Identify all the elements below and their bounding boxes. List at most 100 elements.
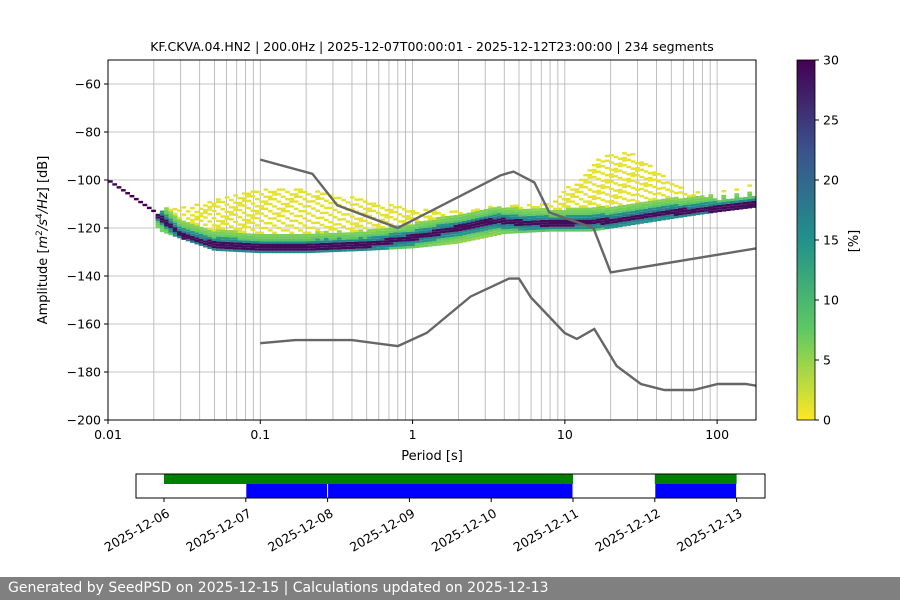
heatmap-cell (228, 242, 234, 245)
heatmap-cell (401, 232, 407, 235)
heatmap-cell (349, 227, 355, 230)
heatmap-cell (159, 215, 165, 218)
heatmap-cell (518, 216, 524, 219)
heatmap-cell (354, 246, 359, 249)
heatmap-cell (181, 213, 187, 216)
heatmap-cell (319, 216, 325, 219)
heatmap-cell (673, 201, 679, 204)
heatmap-cell (324, 211, 329, 215)
heatmap-cell (449, 229, 454, 233)
heatmap-cell (704, 197, 709, 200)
heatmap-cell (272, 234, 277, 237)
heatmap-cell (501, 227, 506, 230)
heatmap-cell (673, 215, 679, 219)
heatmap-cell (311, 200, 316, 203)
heatmap-cell (656, 199, 662, 202)
heatmap-cell (354, 239, 359, 242)
heatmap-cell (596, 163, 601, 166)
heatmap-cell (203, 209, 208, 212)
date-tick-label: 2025-12-08 (265, 505, 335, 554)
heatmap-cell (483, 230, 489, 234)
heatmap-cell (604, 214, 610, 218)
heatmap-cell (259, 243, 264, 246)
heatmap-cell (384, 235, 390, 238)
heatmap-cell (406, 217, 411, 220)
heatmap-cell (250, 236, 256, 239)
heatmap-cell (492, 226, 498, 229)
heatmap-cell (712, 200, 718, 204)
heatmap-cell (315, 238, 321, 241)
heatmap-cell (190, 238, 195, 241)
heatmap-cell (747, 184, 753, 187)
heatmap-cell (669, 199, 675, 203)
heatmap-cell (578, 217, 584, 220)
heatmap-cell (591, 212, 597, 215)
heatmap-cell (362, 231, 368, 235)
heatmap-cell (345, 201, 351, 204)
heatmap-cell (207, 244, 213, 247)
heatmap-cell (613, 218, 619, 221)
heatmap-cell (496, 220, 502, 224)
heatmap-cell (237, 240, 243, 243)
heatmap-cell (267, 195, 273, 198)
heatmap-cell (285, 234, 290, 237)
heatmap-cell (336, 239, 342, 243)
heatmap-cell (228, 234, 234, 238)
heatmap-cell (535, 205, 541, 209)
heatmap-cell (466, 222, 472, 225)
heatmap-cell (730, 200, 735, 204)
heatmap-cell (609, 221, 614, 224)
heatmap-cell (302, 217, 308, 220)
heatmap-cell (241, 245, 247, 248)
heatmap-cell (635, 212, 640, 215)
heatmap-cell (626, 177, 632, 181)
heatmap-cell (302, 238, 308, 242)
heatmap-cell (457, 226, 463, 229)
heatmap-cell (267, 241, 273, 244)
heatmap-cell (639, 168, 645, 171)
heatmap-cell (626, 211, 632, 214)
heatmap-cell (466, 239, 472, 242)
heatmap-cell (479, 212, 485, 215)
heatmap-cell (548, 229, 554, 232)
heatmap-cell (751, 205, 756, 208)
heatmap-cell (298, 188, 303, 191)
heatmap-cell (289, 243, 295, 246)
heatmap-cell (306, 243, 312, 246)
heatmap-cell (449, 237, 454, 240)
heatmap-cell (289, 236, 295, 239)
heatmap-cell (276, 214, 282, 218)
heatmap-cell (656, 211, 662, 214)
heatmap-cell (224, 232, 230, 235)
heatmap-cell (531, 222, 537, 226)
heatmap-cell (470, 235, 476, 239)
heatmap-cell (371, 228, 377, 232)
heatmap-cell (673, 199, 679, 202)
heatmap-cell (246, 192, 251, 195)
heatmap-cell (302, 205, 308, 208)
heatmap-cell (237, 249, 243, 253)
heatmap-cell (298, 214, 303, 218)
heatmap-cell (190, 235, 195, 239)
heatmap-cell (237, 237, 243, 241)
heatmap-cell (488, 205, 493, 209)
heatmap-cell (514, 204, 519, 207)
heatmap-cell (609, 218, 614, 222)
heatmap-cell (371, 248, 377, 251)
heatmap-cell (462, 239, 467, 243)
heatmap-cell (280, 243, 286, 246)
heatmap-cell (738, 204, 744, 208)
heatmap-cell (289, 250, 295, 254)
heatmap-cell (375, 211, 381, 215)
heatmap-cell (246, 199, 251, 203)
heatmap-cell (185, 234, 191, 237)
heatmap-cell (635, 174, 640, 177)
heatmap-cell (267, 236, 273, 239)
heatmap-cell (635, 207, 640, 211)
heatmap-cell (600, 198, 606, 202)
heatmap-cell (224, 241, 230, 245)
heatmap-cell (462, 225, 467, 228)
heatmap-cell (609, 214, 614, 217)
heatmap-cell (427, 239, 433, 242)
heatmap-cell (492, 212, 498, 215)
